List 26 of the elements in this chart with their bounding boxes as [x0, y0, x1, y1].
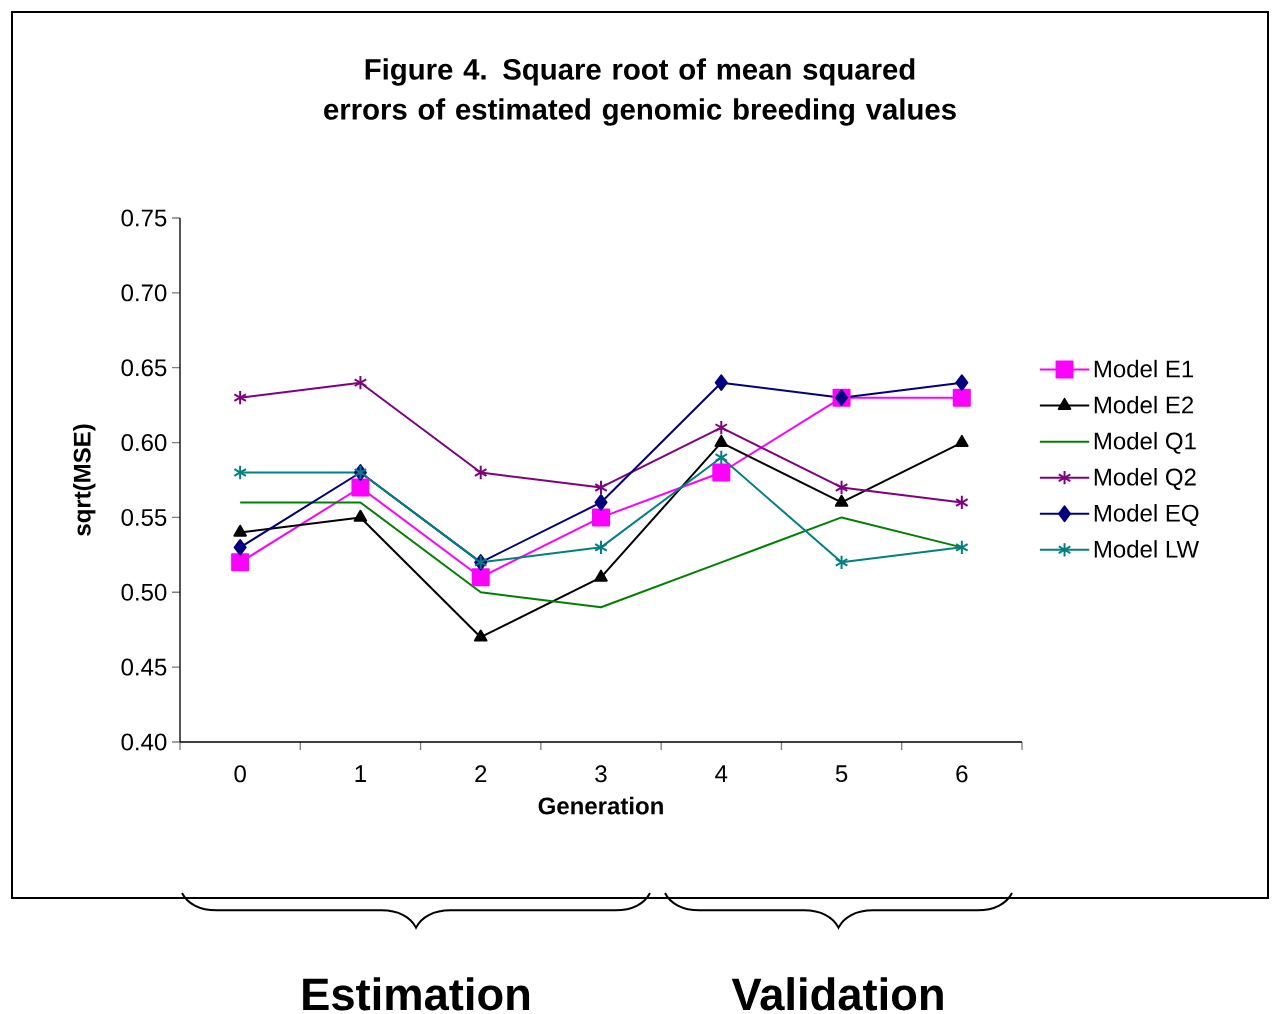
x-tick-label: 6	[956, 765, 968, 783]
x-axis-title: Generation	[538, 796, 663, 815]
x-tick-label: 3	[595, 765, 607, 783]
y-tick-label: 0.45	[121, 658, 167, 676]
x-tick-label: 1	[355, 765, 366, 782]
legend-label: Model E1	[1094, 359, 1194, 378]
y-tick-label: 0.40	[121, 733, 167, 751]
y-tick-label: 0.75	[121, 209, 167, 227]
y-axis-title: sqrt(MSE)	[73, 424, 96, 536]
y-tick-label: 0.65	[121, 359, 167, 377]
legend-label: Model E2	[1094, 395, 1194, 414]
x-tick-label: 2	[475, 765, 487, 783]
legend-label: Model LW	[1094, 540, 1200, 558]
chart-title: Figure 4. Square root of mean squared errors of estimated genomic breeding values	[324, 58, 956, 126]
text: Validation	[731, 977, 943, 1011]
x-tick-label: 5	[835, 765, 848, 783]
x-tick-label: 4	[715, 765, 728, 782]
y-tick-label: 0.70	[121, 284, 167, 302]
y-tick-label: 0.60	[121, 434, 167, 452]
x-tick-label: 0	[234, 765, 246, 783]
y-tick-label: 0.50	[121, 583, 167, 601]
legend-label: Model Q1	[1094, 431, 1196, 454]
legend-label: Model EQ	[1094, 504, 1199, 526]
y-tick-label: 0.55	[121, 508, 167, 526]
legend-label: Model Q2	[1094, 467, 1196, 490]
text: Estimation	[303, 977, 530, 1011]
